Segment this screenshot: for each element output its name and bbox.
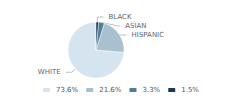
svg-text:3.3%: 3.3% bbox=[142, 86, 160, 94]
svg-text:HISPANIC: HISPANIC bbox=[132, 31, 165, 39]
svg-text:21.6%: 21.6% bbox=[99, 86, 122, 94]
svg-text:BLACK: BLACK bbox=[109, 13, 132, 21]
svg-text:73.6%: 73.6% bbox=[56, 86, 79, 94]
svg-text:1.5%: 1.5% bbox=[181, 86, 199, 94]
svg-text:ASIAN: ASIAN bbox=[125, 22, 146, 30]
svg-text:WHITE: WHITE bbox=[38, 68, 61, 76]
